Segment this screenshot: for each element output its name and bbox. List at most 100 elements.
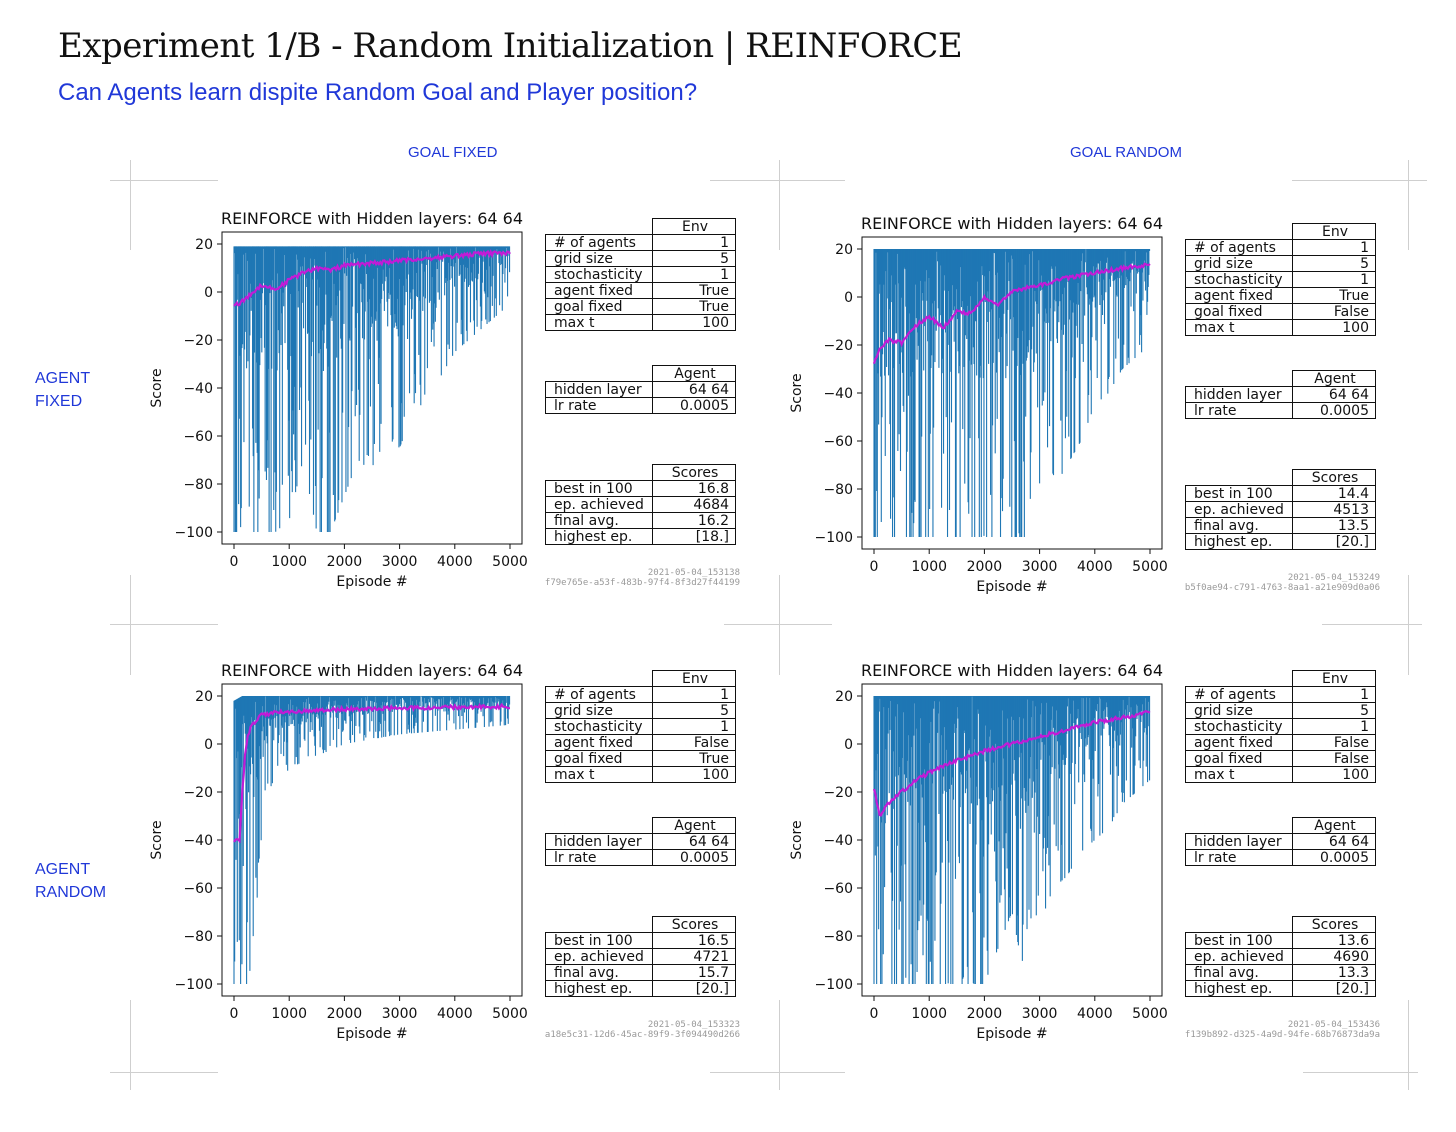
table-row: grid size 5 (545, 250, 736, 267)
crop-mark (110, 180, 218, 181)
chart-svg: REINFORCE with Hidden layers: 64 64 20 0 −2… (789, 214, 1168, 595)
run-stamp: 2021-05-04_153323 a18e5c31-12d6-45ac-89f9… (545, 1020, 740, 1040)
table-value: True (652, 750, 736, 767)
chart-title: REINFORCE with Hidden layers: 64 64 (861, 661, 1163, 680)
row-label-line: RANDOM (35, 884, 107, 901)
y-tick-label: 20 (835, 689, 853, 705)
table-value: 100 (1292, 319, 1376, 336)
table-value: 100 (652, 766, 736, 783)
env-table: Env # of agents 1 grid size 5 stochasticity 1 a… (1185, 670, 1376, 783)
table-key: goal fixed (1185, 750, 1293, 767)
y-tick-label: −100 (175, 525, 213, 541)
table-row: goal fixed False (1185, 303, 1376, 320)
table-spacer (1186, 224, 1293, 240)
table-key: best in 100 (545, 932, 653, 949)
table-header: Agent (652, 365, 736, 382)
env-table: Env # of agents 1 grid size 5 stochasticity 1 a… (545, 218, 736, 331)
table-value: 4690 (1292, 948, 1376, 965)
y-tick-label: −100 (175, 977, 213, 993)
table-key: hidden layer (1185, 833, 1293, 850)
score-series (873, 249, 1151, 537)
table-row: max t 100 (1185, 766, 1376, 783)
table-value: True (1292, 287, 1376, 304)
table-key: grid size (1185, 702, 1293, 719)
table-row: stochasticity 1 (545, 718, 736, 735)
table-key: goal fixed (545, 298, 653, 315)
table-value: 5 (1292, 702, 1376, 719)
table-row: goal fixed True (545, 750, 736, 767)
average-line (233, 249, 511, 307)
table-key: best in 100 (1185, 932, 1293, 949)
env-table: Env # of agents 1 grid size 5 stochasticity 1 a… (545, 670, 736, 783)
table-key: lr rate (1185, 402, 1293, 419)
table-row: stochasticity 1 (1185, 718, 1376, 735)
table-key: grid size (545, 250, 653, 267)
table-key: stochasticity (545, 718, 653, 735)
table-value: 4513 (1292, 501, 1376, 518)
env-table: Env # of agents 1 grid size 5 stochasticity 1 a… (1185, 223, 1376, 336)
run-timestamp: 2021-05-04_153138 (647, 568, 740, 578)
table-key: highest ep. (545, 980, 653, 997)
table-row: ep. achieved 4690 (1185, 948, 1376, 965)
table-key: best in 100 (545, 480, 653, 497)
y-tick-label: 0 (204, 285, 213, 301)
y-tick-label: −100 (815, 530, 853, 546)
table-value: 0.0005 (1292, 402, 1376, 419)
page-title: Experiment 1/B - Random Initialization |… (58, 26, 963, 66)
table-value: 16.2 (652, 512, 736, 529)
run-timestamp: 2021-05-04_153323 (647, 1020, 740, 1030)
table-key: # of agents (1185, 239, 1293, 256)
crop-mark (779, 575, 780, 675)
crop-mark (1408, 575, 1409, 675)
row-label-line: FIXED (35, 393, 83, 410)
y-tick-label: 20 (835, 242, 853, 258)
y-tick-label: −40 (183, 381, 213, 397)
x-tick-label: 0 (870, 559, 879, 575)
y-tick-label: −40 (823, 833, 853, 849)
y-tick-label: 20 (195, 689, 213, 705)
table-header: Agent (1292, 817, 1376, 834)
table-row: lr rate 0.0005 (1185, 402, 1376, 419)
table-row: hidden layer 64 64 (545, 381, 736, 398)
table-row: max t 100 (545, 314, 736, 331)
crop-mark (710, 180, 845, 181)
chart-svg: REINFORCE with Hidden layers: 64 64 20 0 −2… (149, 661, 528, 1042)
average-line (872, 710, 1151, 817)
x-axis-label: Episode # (976, 1026, 1047, 1042)
table-row: best in 100 14.4 (1185, 485, 1376, 502)
run-id: b5f0ae94-c791-4763-8aa1-a21e909d0a06 (1184, 583, 1380, 593)
crop-mark (130, 160, 131, 250)
col-label-goal-random: GOAL RANDOM (1070, 144, 1182, 161)
x-tick-label: 1000 (271, 554, 307, 570)
chart-svg: REINFORCE with Hidden layers: 64 64 20 0 −2… (149, 209, 528, 590)
table-key: max t (545, 314, 653, 331)
table-row: # of agents 1 (1185, 686, 1376, 703)
table-spacer (1186, 371, 1293, 387)
table-value: 64 64 (1292, 386, 1376, 403)
table-key: agent fixed (1185, 734, 1293, 751)
chart-panel: REINFORCE with Hidden layers: 64 64 20 0 −2… (110, 650, 750, 1070)
table-value: 5 (1292, 255, 1376, 272)
x-tick-label: 4000 (1077, 1006, 1113, 1022)
table-row: max t 100 (545, 766, 736, 783)
y-tick-label: 0 (844, 290, 853, 306)
table-value: True (652, 298, 736, 315)
x-tick-label: 5000 (492, 554, 528, 570)
y-tick-label: −40 (183, 833, 213, 849)
table-value: [18.] (652, 528, 736, 545)
row-label-agent-random: AGENT RANDOM (35, 858, 106, 904)
table-header: Scores (1292, 469, 1376, 486)
y-tick-label: −20 (823, 785, 853, 801)
chart-panel: REINFORCE with Hidden layers: 64 64 20 0 −2… (750, 650, 1390, 1070)
table-header: Scores (652, 464, 736, 481)
table-value: 1 (652, 718, 736, 735)
table-key: goal fixed (545, 750, 653, 767)
table-row: best in 100 13.6 (1185, 932, 1376, 949)
x-tick-label: 1000 (271, 1006, 307, 1022)
chart-title: REINFORCE with Hidden layers: 64 64 (221, 661, 523, 680)
scores-table: Scores best in 100 13.6 ep. achieved 4690 fin… (1185, 916, 1376, 997)
table-spacer (1186, 470, 1293, 486)
crop-mark (1408, 1000, 1409, 1090)
crop-mark (110, 1072, 218, 1073)
page-subtitle: Can Agents learn dispite Random Goal and… (58, 79, 698, 106)
